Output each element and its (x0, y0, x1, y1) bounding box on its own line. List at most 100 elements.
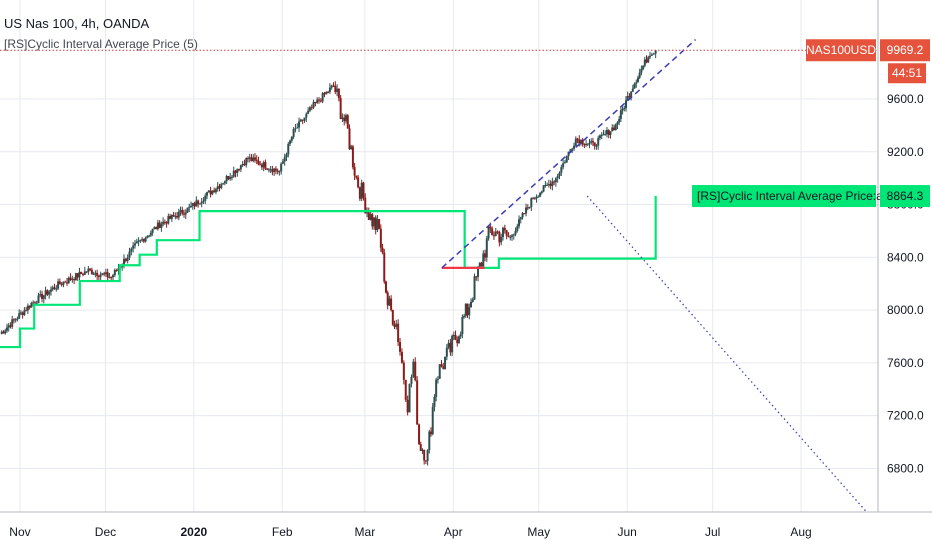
candle-body (64, 281, 67, 283)
candle-body (92, 274, 95, 276)
candle-body (133, 243, 136, 246)
time-axis-tick-label: Feb (272, 525, 293, 539)
candle-body (640, 69, 643, 73)
candle-body (478, 262, 481, 268)
symbol-price-tag (806, 39, 876, 62)
candle-body (151, 229, 154, 233)
candle-body (296, 127, 299, 129)
symbol-title[interactable]: US Nas 100, 4h, OANDA (4, 16, 150, 31)
candle-body (414, 361, 417, 381)
candle-body (165, 221, 168, 224)
candle-body (267, 169, 270, 171)
candle-body (635, 82, 638, 84)
candle-body (477, 267, 480, 277)
candle-body (305, 113, 308, 118)
candle-body (480, 262, 483, 267)
candle-body (339, 98, 342, 119)
candle-body (128, 251, 131, 258)
candle-body (574, 138, 577, 146)
candle-body (11, 319, 14, 327)
candle-body (308, 107, 311, 111)
candle-body (35, 303, 38, 305)
price-axis-tick-label: 9200.0 (887, 145, 924, 159)
candle-body (433, 396, 436, 407)
candle-body (399, 342, 402, 352)
candle-body (310, 107, 313, 109)
candle-body (325, 91, 328, 95)
candle-body (170, 214, 173, 219)
candle-body (419, 444, 422, 451)
candle-body (57, 281, 60, 289)
candle-body (421, 449, 424, 451)
candle-body (250, 157, 253, 161)
time-axis-tick-label: 2020 (180, 525, 207, 539)
candle-body (364, 197, 367, 214)
candle-body (264, 162, 267, 169)
candle-body (402, 362, 405, 380)
candle-body (9, 325, 12, 327)
candle-body (204, 195, 207, 201)
candle-body (62, 281, 65, 285)
indicator-title[interactable]: [RS]Cyclic Interval Average Price (5) (4, 37, 198, 51)
candle-body (74, 273, 77, 281)
candle-body (461, 316, 464, 335)
candle-body (388, 298, 391, 306)
candle-body (89, 268, 92, 270)
candle-body (470, 301, 473, 308)
candle-body (590, 141, 593, 143)
time-axis-tick-label: Mar (355, 525, 376, 539)
candle-body (113, 269, 116, 276)
candle-body (509, 236, 512, 238)
candle-body (553, 181, 556, 183)
candle-body (30, 303, 33, 308)
candle-body (369, 214, 372, 220)
candle-body (466, 303, 469, 316)
candle-body (344, 115, 347, 122)
candle-body (202, 200, 205, 202)
candle-body (225, 176, 228, 182)
candle-body (0, 331, 3, 334)
candle-body (97, 276, 100, 278)
candle-body (186, 207, 189, 213)
candle-body (94, 272, 97, 275)
time-axis-tick-label: Jul (705, 525, 720, 539)
candle-body (328, 87, 331, 92)
candle-body (211, 190, 214, 195)
candle-body (200, 201, 203, 204)
candle-body (463, 316, 466, 318)
candle-body (135, 241, 138, 244)
candle-body (609, 131, 612, 135)
candle-body (73, 279, 76, 281)
time-axis-tick-label: Apr (444, 525, 463, 539)
candle-body (500, 236, 503, 243)
candle-body (449, 342, 452, 353)
candle-body (104, 272, 107, 275)
candle-body (487, 226, 490, 239)
candle-body (193, 203, 196, 207)
symbol-tag-label: NAS100USD (806, 43, 876, 57)
candle-body (376, 219, 379, 231)
candle-body (496, 231, 499, 233)
candle-body (312, 102, 315, 108)
candle-body (503, 227, 506, 231)
candle-body (316, 99, 319, 103)
candle-body (621, 108, 624, 111)
candle-body (19, 312, 22, 314)
time-axis-tick-label: May (527, 525, 550, 539)
candle-body (238, 168, 241, 170)
candle-body (502, 227, 505, 237)
candle-body (253, 157, 256, 160)
candle-body (511, 235, 514, 237)
candle-body (266, 168, 269, 170)
candle-body (489, 226, 492, 229)
candle-body (23, 310, 26, 316)
candle-body (652, 53, 655, 55)
candle-body (424, 460, 427, 462)
candle-body (471, 299, 474, 302)
candle-body (142, 239, 145, 242)
indicator-label-tag (692, 185, 876, 208)
candle-body (334, 85, 337, 92)
candle-body (222, 183, 225, 185)
